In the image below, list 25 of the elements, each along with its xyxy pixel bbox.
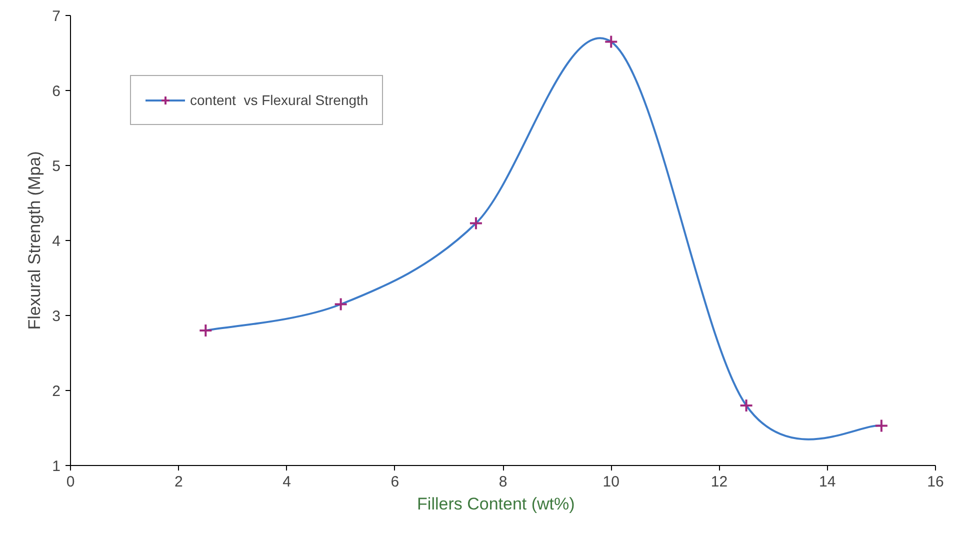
legend-label: content vs Flexural Strength bbox=[190, 92, 368, 108]
x-tick-label: 14 bbox=[819, 474, 836, 490]
x-tick-label: 16 bbox=[927, 474, 944, 490]
x-tick-label: 6 bbox=[390, 474, 400, 490]
point bbox=[604, 34, 618, 49]
x-tick-label: 0 bbox=[66, 474, 75, 490]
y-tick-label: 6 bbox=[52, 83, 60, 100]
y-tick-label: 3 bbox=[52, 308, 60, 325]
point bbox=[334, 297, 348, 312]
point bbox=[874, 418, 888, 433]
y-tick-label: 7 bbox=[52, 8, 60, 25]
x-tick-label: 8 bbox=[498, 474, 508, 490]
point bbox=[198, 324, 213, 338]
point bbox=[468, 216, 483, 230]
x-tick-label: 10 bbox=[602, 474, 620, 490]
x-tick-label: 12 bbox=[710, 474, 728, 490]
x-tick-label: 4 bbox=[282, 474, 291, 490]
point bbox=[739, 398, 754, 412]
y-tick-label: 1 bbox=[52, 458, 60, 475]
y-tick-label: 4 bbox=[52, 233, 60, 250]
y-tick-label: 5 bbox=[52, 158, 60, 175]
x-axis-title: Fillers Content (wt%) bbox=[417, 494, 575, 514]
y-axis-title: Flexural Strength (Mpa) bbox=[25, 151, 44, 330]
y-tick-label: 2 bbox=[52, 383, 60, 400]
x-tick-label: 2 bbox=[174, 474, 183, 490]
